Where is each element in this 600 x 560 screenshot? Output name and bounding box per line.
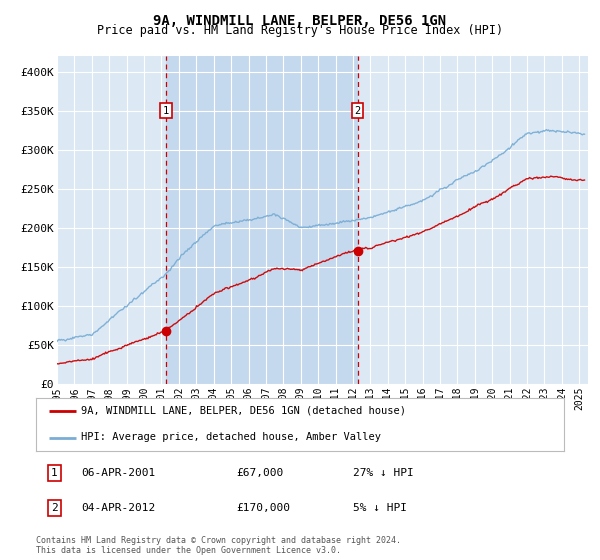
Text: 2: 2 [51,503,58,513]
Text: 9A, WINDMILL LANE, BELPER, DE56 1GN: 9A, WINDMILL LANE, BELPER, DE56 1GN [154,14,446,28]
Text: HPI: Average price, detached house, Amber Valley: HPI: Average price, detached house, Ambe… [81,432,381,442]
Text: £67,000: £67,000 [236,468,284,478]
Text: 2: 2 [355,106,361,115]
Text: 04-APR-2012: 04-APR-2012 [81,503,155,513]
Text: 27% ↓ HPI: 27% ↓ HPI [353,468,413,478]
Text: £170,000: £170,000 [236,503,290,513]
Bar [166,56,358,384]
Text: 1: 1 [51,468,58,478]
Text: Contains HM Land Registry data © Crown copyright and database right 2024.
This d: Contains HM Land Registry data © Crown c… [36,536,401,556]
Text: Price paid vs. HM Land Registry's House Price Index (HPI): Price paid vs. HM Land Registry's House … [97,24,503,37]
Text: 5% ↓ HPI: 5% ↓ HPI [353,503,407,513]
Text: 1: 1 [163,106,169,115]
Text: 06-APR-2001: 06-APR-2001 [81,468,155,478]
Text: 9A, WINDMILL LANE, BELPER, DE56 1GN (detached house): 9A, WINDMILL LANE, BELPER, DE56 1GN (det… [81,406,406,416]
